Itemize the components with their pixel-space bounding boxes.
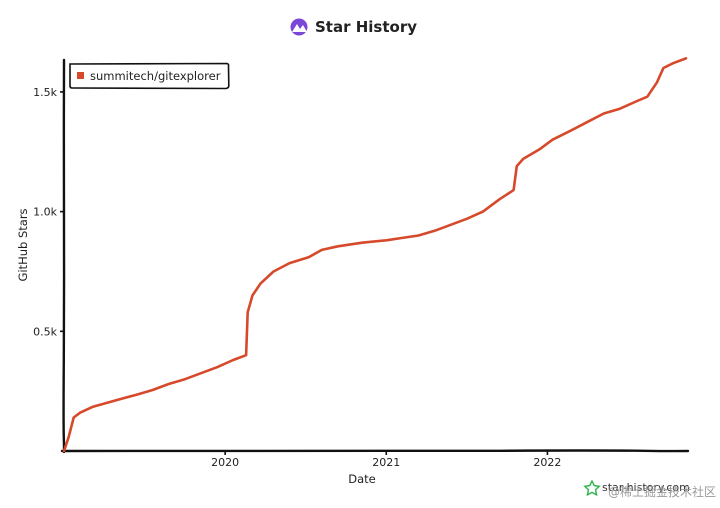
y-tick-label: 1.5k bbox=[33, 86, 57, 99]
chart-title: Star History bbox=[315, 18, 417, 36]
chart-title-group: Star History bbox=[290, 18, 417, 36]
legend-swatch bbox=[77, 72, 84, 79]
x-tick-label: 2021 bbox=[372, 456, 400, 469]
y-tick-label: 0.5k bbox=[33, 325, 57, 338]
y-tick-label: 1.0k bbox=[33, 206, 57, 219]
legend-box bbox=[69, 62, 230, 90]
legend: summitech/gitexplorer bbox=[69, 62, 230, 90]
x-tick-label: 2022 bbox=[533, 456, 561, 469]
watermark-site-text: star-history.com bbox=[602, 481, 690, 494]
series-group bbox=[62, 57, 688, 453]
star-logo-icon bbox=[583, 479, 601, 497]
y-axis-label: GitHub Stars bbox=[16, 208, 30, 281]
star-history-watermark: star-history.com bbox=[583, 479, 690, 497]
x-tick-label: 2020 bbox=[211, 456, 239, 469]
axes bbox=[60, 58, 690, 454]
legend-entry-label: summitech/gitexplorer bbox=[90, 69, 221, 83]
overlay-watermark: @稀土掘金技术社区 bbox=[608, 484, 716, 499]
series-line bbox=[62, 57, 688, 453]
x-axis-label: Date bbox=[348, 472, 376, 486]
x-axis-ticks: 2020 2021 2022 bbox=[211, 451, 561, 469]
y-axis-ticks: 0.5k 1.0k 1.5k bbox=[33, 86, 64, 338]
star-history-logo-icon bbox=[290, 18, 308, 36]
x-axis bbox=[60, 449, 690, 453]
